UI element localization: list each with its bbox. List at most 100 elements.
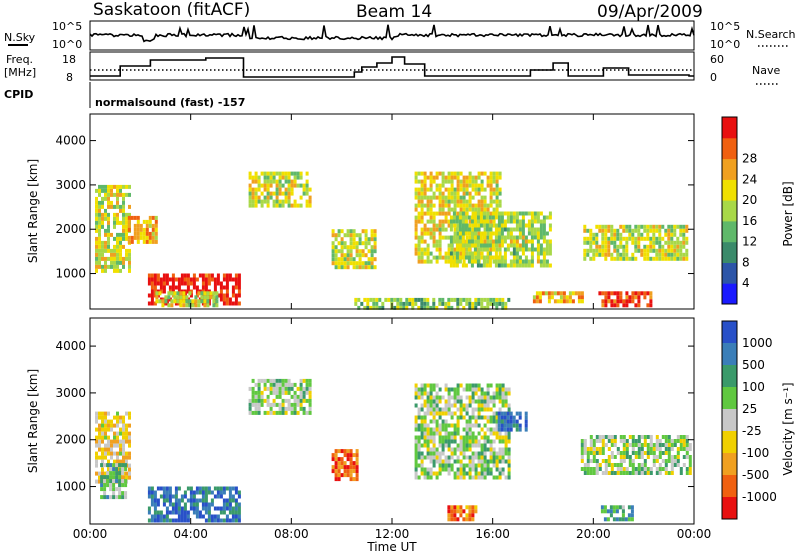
heatmap-cell [539, 247, 543, 252]
heatmap-cell [444, 179, 448, 184]
heatmap-cell [109, 463, 113, 468]
heatmap-cell [334, 469, 338, 474]
heatmap-cell [477, 183, 481, 188]
heatmap-cell [237, 510, 241, 515]
heatmap-cell [486, 419, 490, 424]
heatmap-cell [305, 199, 309, 204]
heatmap-cell [156, 502, 160, 507]
heatmap-cell [483, 297, 487, 302]
heatmap-cell [414, 419, 418, 424]
heatmap-cell [595, 244, 599, 249]
heatmap-cell [151, 235, 155, 240]
heatmap-cell [495, 297, 499, 302]
heatmap-cell [204, 285, 208, 290]
heatmap-cell [128, 252, 131, 257]
heatmap-cell [337, 461, 341, 466]
heatmap-cell [346, 245, 350, 250]
heatmap-cell [101, 200, 104, 205]
heatmap-cell [458, 243, 462, 248]
heatmap-cell [216, 518, 220, 523]
heatmap-cell [281, 203, 285, 208]
heatmap-cell [604, 471, 608, 475]
heatmap-cell [269, 183, 273, 188]
heatmap-cell [417, 259, 421, 264]
heatmap-cell [266, 203, 270, 208]
heatmap-cell [420, 403, 424, 408]
heatmap-cell [509, 239, 513, 244]
heatmap-cell [509, 423, 513, 428]
heatmap-cell [118, 463, 122, 468]
heatmap-cell [586, 447, 590, 451]
heatmap-cell [498, 191, 502, 196]
heatmap-cell [210, 518, 214, 523]
heatmap-cell [497, 227, 501, 232]
heatmap-cell [177, 285, 181, 290]
heatmap-cell [503, 259, 507, 264]
heatmap-cell [471, 207, 475, 212]
heatmap-cell [257, 378, 261, 383]
heatmap-cell [429, 207, 433, 212]
heatmap-cell [592, 459, 596, 463]
heatmap-cell [222, 498, 226, 503]
heatmap-cell [489, 467, 493, 472]
power-colorbar-label: Power [dB] [781, 181, 795, 246]
heatmap-cell [473, 211, 477, 216]
heatmap-cell [174, 494, 178, 499]
heatmap-cell [492, 463, 496, 468]
heatmap-cell [95, 455, 98, 460]
heatmap-cell [468, 175, 472, 180]
heatmap-cell [349, 449, 353, 454]
heatmap-cell [360, 301, 364, 306]
heatmap-cell [447, 463, 451, 468]
heatmap-cell [343, 473, 347, 478]
heatmap-cell [542, 231, 546, 236]
heatmap-cell [658, 256, 662, 261]
heatmap-cell [133, 231, 137, 236]
heatmap-cell [116, 439, 119, 444]
heatmap-cell [290, 191, 294, 196]
heatmap-cell [521, 231, 525, 236]
heatmap-cell [121, 463, 125, 468]
heatmap-cell [480, 471, 484, 476]
heatmap-cell [455, 227, 459, 232]
heatmap-cell [435, 239, 439, 244]
heatmap-cell [479, 223, 483, 228]
heatmap-cell [483, 207, 487, 212]
heatmap-cell [263, 398, 267, 403]
heatmap-cell [361, 253, 365, 258]
heatmap-cell [512, 251, 516, 256]
heatmap-cell [263, 386, 267, 391]
heatmap-cell [98, 435, 101, 440]
heatmap-cell [474, 207, 478, 212]
heatmap-cell [512, 215, 516, 220]
heatmap-cell [182, 295, 186, 300]
heatmap-cell [489, 459, 493, 464]
heatmap-cell [595, 236, 599, 241]
heatmap-cell [340, 261, 344, 266]
heatmap-cell [204, 506, 208, 511]
heatmap-cell [293, 179, 297, 184]
heatmap-cell [515, 255, 519, 260]
heatmap-cell [432, 227, 436, 232]
heatmap-cell [281, 175, 285, 180]
heatmap-cell [497, 415, 501, 420]
heatmap-cell [530, 259, 534, 264]
heatmap-cell [355, 233, 359, 238]
heatmap-cell [640, 447, 644, 451]
heatmap-cell [506, 243, 510, 248]
heatmap-cell [103, 483, 107, 488]
heatmap-cell [375, 301, 379, 306]
heatmap-cell [98, 264, 101, 269]
heatmap-cell [192, 506, 196, 511]
heatmap-cell [498, 447, 502, 452]
heatmap-cell [465, 411, 469, 416]
heatmap-cell [486, 383, 490, 388]
heatmap-cell [518, 211, 522, 216]
heatmap-cell [536, 247, 540, 252]
heatmap-cell [676, 248, 680, 253]
heatmap-cell [619, 252, 623, 257]
heatmap-cell [601, 439, 605, 443]
heatmap-cell [459, 435, 463, 440]
heatmap-cell [104, 419, 107, 424]
heatmap-cell [637, 467, 641, 471]
